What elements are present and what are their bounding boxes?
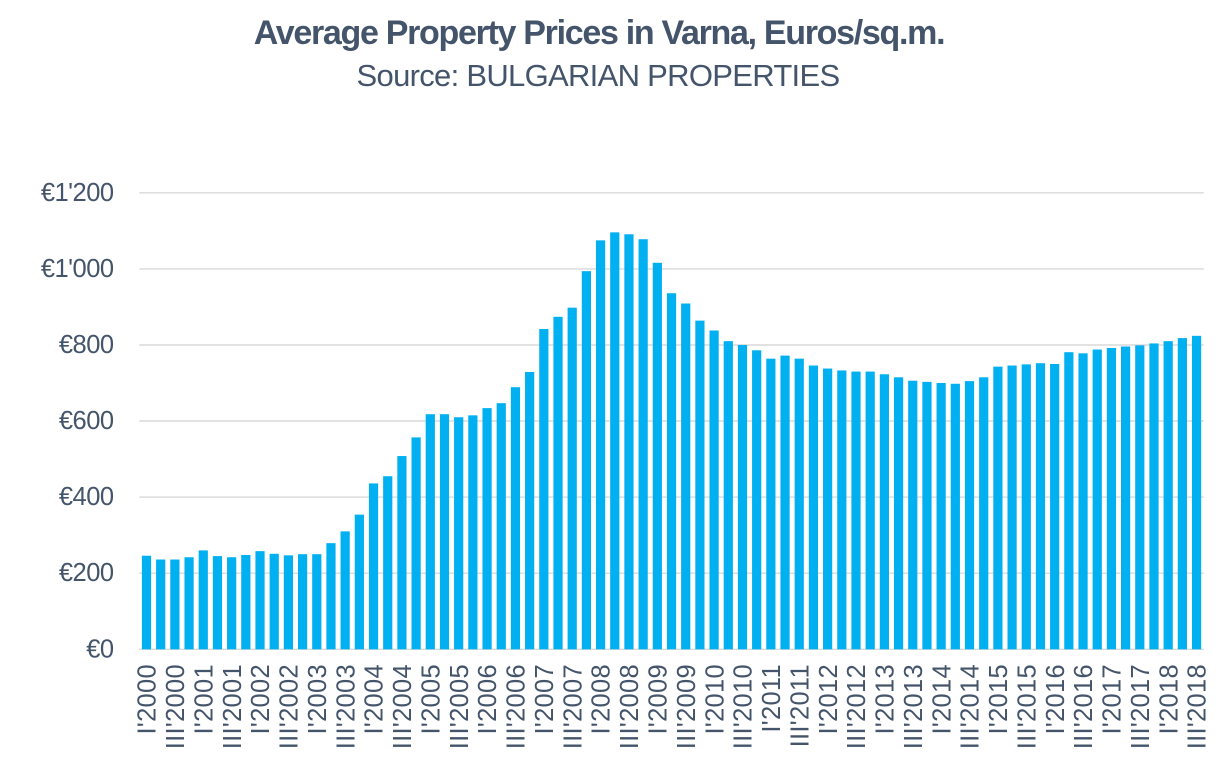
svg-text:III'2010: III'2010 — [730, 664, 758, 749]
svg-text:I'2001: I'2001 — [190, 664, 218, 734]
svg-text:III'2014: III'2014 — [957, 664, 985, 749]
svg-text:III'2008: III'2008 — [616, 664, 644, 749]
svg-text:I'2015: I'2015 — [985, 664, 1013, 734]
svg-text:III'2012: III'2012 — [843, 664, 871, 749]
svg-text:III'2006: III'2006 — [503, 664, 531, 749]
svg-text:I'2008: I'2008 — [588, 664, 616, 734]
svg-text:I'2013: I'2013 — [872, 664, 900, 734]
svg-text:I'2003: I'2003 — [304, 664, 332, 734]
svg-text:€800: €800 — [59, 331, 114, 359]
svg-text:III'2009: III'2009 — [673, 664, 701, 749]
svg-text:III'2011: III'2011 — [786, 664, 814, 747]
svg-text:III'2015: III'2015 — [1013, 664, 1041, 749]
svg-text:I'2007: I'2007 — [531, 664, 559, 734]
svg-text:€0: €0 — [86, 635, 114, 663]
svg-text:€600: €600 — [59, 407, 114, 435]
svg-text:I'2017: I'2017 — [1099, 664, 1127, 734]
svg-text:Source: BULGARIAN PROPERTIES: Source: BULGARIAN PROPERTIES — [357, 58, 840, 93]
svg-text:I'2009: I'2009 — [644, 664, 672, 734]
svg-text:€400: €400 — [59, 483, 114, 511]
svg-text:III'2004: III'2004 — [389, 664, 417, 749]
svg-text:I'2016: I'2016 — [1042, 664, 1070, 734]
svg-text:III'2001: III'2001 — [219, 664, 247, 749]
svg-text:III'2003: III'2003 — [332, 664, 360, 749]
svg-text:€200: €200 — [59, 559, 114, 587]
svg-text:Average Property Prices in Var: Average Property Prices in Varna, Euros/… — [254, 14, 944, 52]
svg-text:I'2012: I'2012 — [815, 664, 843, 734]
svg-text:I'2005: I'2005 — [417, 664, 445, 734]
svg-text:I'2006: I'2006 — [474, 664, 502, 734]
svg-text:€1'200: €1'200 — [41, 179, 114, 207]
svg-text:III'2007: III'2007 — [559, 664, 587, 749]
svg-text:I'2010: I'2010 — [701, 664, 729, 734]
svg-text:I'2004: I'2004 — [361, 664, 389, 734]
svg-text:III'2017: III'2017 — [1127, 664, 1155, 749]
svg-text:III'2005: III'2005 — [446, 664, 474, 749]
svg-text:I'2018: I'2018 — [1155, 664, 1183, 734]
svg-text:III'2000: III'2000 — [162, 664, 190, 749]
svg-text:III'2018: III'2018 — [1184, 664, 1212, 749]
svg-text:III'2016: III'2016 — [1070, 664, 1098, 749]
svg-text:€1'000: €1'000 — [41, 255, 114, 283]
svg-text:I'2002: I'2002 — [247, 664, 275, 734]
svg-text:I'2000: I'2000 — [134, 664, 162, 734]
svg-text:I'2014: I'2014 — [928, 664, 956, 734]
svg-text:I'2011: I'2011 — [758, 664, 786, 733]
svg-text:III'2002: III'2002 — [276, 664, 304, 749]
svg-text:III'2013: III'2013 — [900, 664, 928, 749]
